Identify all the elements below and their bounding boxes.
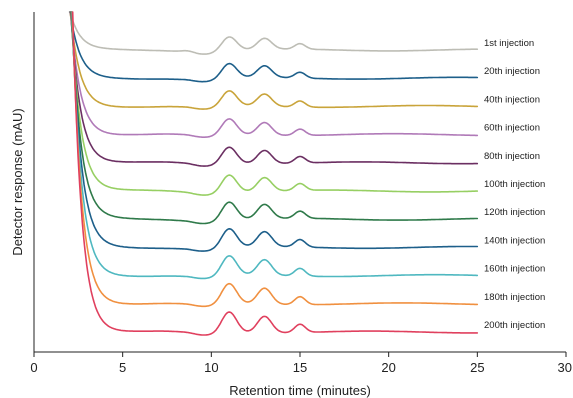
trace-line: [69, 11, 479, 167]
trace-label: 20th injection: [484, 66, 540, 77]
trace-line: [69, 11, 479, 83]
x-tick-label: 10: [204, 360, 218, 375]
trace-label: 160th injection: [484, 264, 545, 275]
trace-label: 80th injection: [484, 151, 540, 162]
trace-line: [70, 11, 479, 252]
x-tick-label: 20: [381, 360, 395, 375]
trace-line: [69, 11, 479, 110]
trace-line: [71, 11, 479, 280]
x-tick-label: 15: [293, 360, 307, 375]
trace-label: 140th injection: [484, 235, 545, 246]
trace-label: 180th injection: [484, 292, 545, 303]
trace-line: [68, 11, 479, 55]
trace-label: 100th injection: [484, 179, 545, 190]
x-axis-title: Retention time (minutes): [229, 383, 371, 398]
x-tick-label: 0: [30, 360, 37, 375]
trace-line: [70, 11, 479, 225]
trace-line: [70, 11, 479, 196]
trace-label: 120th injection: [484, 207, 545, 218]
trace-line: [71, 11, 479, 336]
x-tick-label: 30: [558, 360, 572, 375]
x-tick-label: 25: [470, 360, 484, 375]
trace-label-group: 1st injection 20th injection 40th injectio…: [484, 38, 545, 331]
trace-line: [69, 11, 479, 138]
x-tick-group: 0 5 10 15 20 25 30: [30, 352, 572, 375]
trace-group: [68, 11, 479, 336]
trace-label: 1st injection: [484, 38, 534, 49]
trace-line: [71, 11, 479, 308]
trace-label: 60th injection: [484, 123, 540, 134]
trace-label: 200th injection: [484, 320, 545, 331]
y-axis-title: Detector response (mAU): [10, 108, 25, 255]
x-tick-label: 5: [119, 360, 126, 375]
trace-label: 40th injection: [484, 94, 540, 105]
